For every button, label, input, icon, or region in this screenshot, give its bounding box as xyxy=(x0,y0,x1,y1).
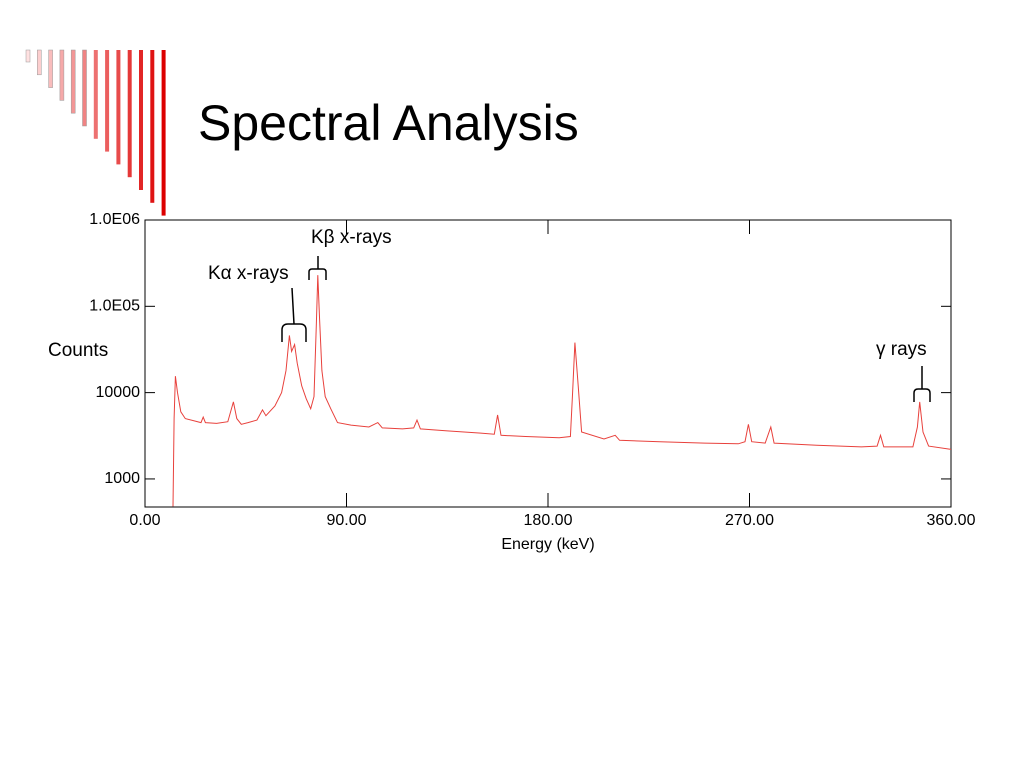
decor-bar xyxy=(82,49,87,127)
decor-bar xyxy=(127,50,132,178)
x-tick-label: 90.00 xyxy=(326,512,366,529)
spectrum-line xyxy=(172,275,952,507)
slide-title: Spectral Analysis xyxy=(198,95,579,151)
y-axis-label: Counts xyxy=(48,340,108,361)
bracket xyxy=(281,287,307,342)
y-tick-label: 10000 xyxy=(96,384,141,401)
y-tick-label: 1.0E05 xyxy=(89,298,140,315)
x-tick-label: 360.00 xyxy=(927,512,976,529)
x-tick-label: 270.00 xyxy=(725,512,774,529)
decor-bar xyxy=(150,50,155,203)
decor-bar xyxy=(139,50,143,190)
x-tick-label: 0.00 xyxy=(129,512,160,529)
decor-bar xyxy=(59,49,65,101)
y-tick-label: 1000 xyxy=(104,470,140,487)
decor-bar xyxy=(70,49,76,114)
decor-bar xyxy=(93,50,98,139)
decor-bar xyxy=(116,50,121,165)
decor-bar xyxy=(105,50,110,152)
decor-bar xyxy=(161,50,166,216)
decoration xyxy=(25,49,166,216)
decor-bar xyxy=(37,49,42,76)
decor-bar xyxy=(48,49,53,88)
annotation: Kβ x-rays xyxy=(311,227,392,248)
annotation: γ rays xyxy=(876,339,927,360)
bracket xyxy=(308,256,327,280)
decor-bar xyxy=(25,49,31,63)
x-tick-label: 180.00 xyxy=(524,512,573,529)
annotation: Kα x-rays xyxy=(208,263,289,284)
bracket xyxy=(913,366,931,402)
y-tick-label: 1.0E06 xyxy=(89,211,140,228)
x-axis-label: Energy (keV) xyxy=(501,536,594,553)
